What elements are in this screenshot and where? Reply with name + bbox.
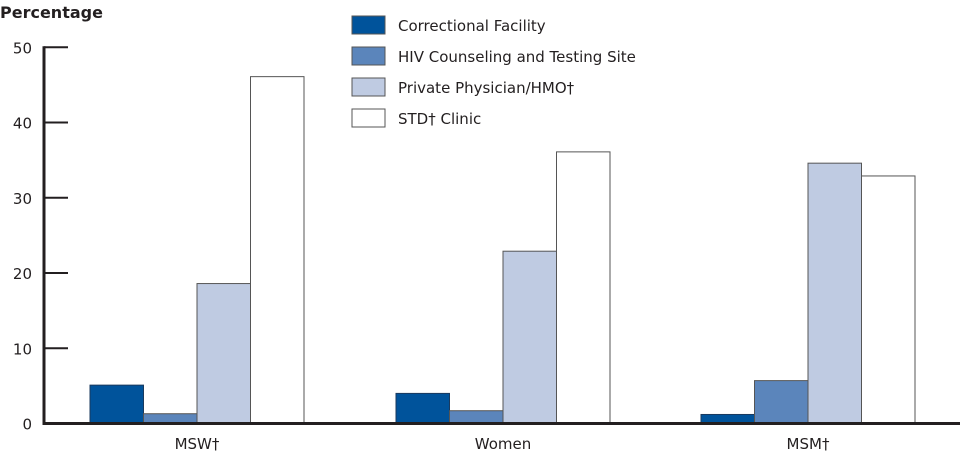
legend-swatch: [351, 15, 386, 35]
legend-label: STD† Clinic: [398, 110, 481, 128]
legend-label: Correctional Facility: [398, 17, 546, 35]
legend-label: HIV Counseling and Testing Site: [398, 48, 636, 66]
y-tick-label: 20: [13, 265, 32, 283]
y-tick-label: 10: [13, 340, 32, 358]
legend-swatch: [351, 108, 386, 128]
legend-swatch: [351, 46, 386, 66]
legend-label: Private Physician/HMO†: [398, 79, 575, 97]
y-tick-label: 30: [13, 190, 32, 208]
bar: [754, 380, 809, 424]
y-tick-label: 0: [22, 416, 32, 434]
legend-swatch: [351, 77, 386, 97]
y-axis-label: Percentage: [0, 3, 103, 22]
bar: [395, 392, 450, 424]
bar: [861, 175, 916, 424]
bar: [196, 283, 251, 424]
x-tick-label: MSW†: [175, 435, 220, 453]
y-tick-label: 40: [13, 115, 32, 133]
x-tick-label: MSM†: [787, 435, 830, 453]
x-tick-label: Women: [475, 435, 531, 453]
bar: [89, 384, 144, 424]
bar: [502, 250, 557, 424]
bar: [556, 151, 611, 424]
bar: [449, 410, 504, 424]
bar: [250, 76, 305, 425]
y-tick-label: 50: [13, 39, 32, 57]
bar: [807, 162, 862, 425]
